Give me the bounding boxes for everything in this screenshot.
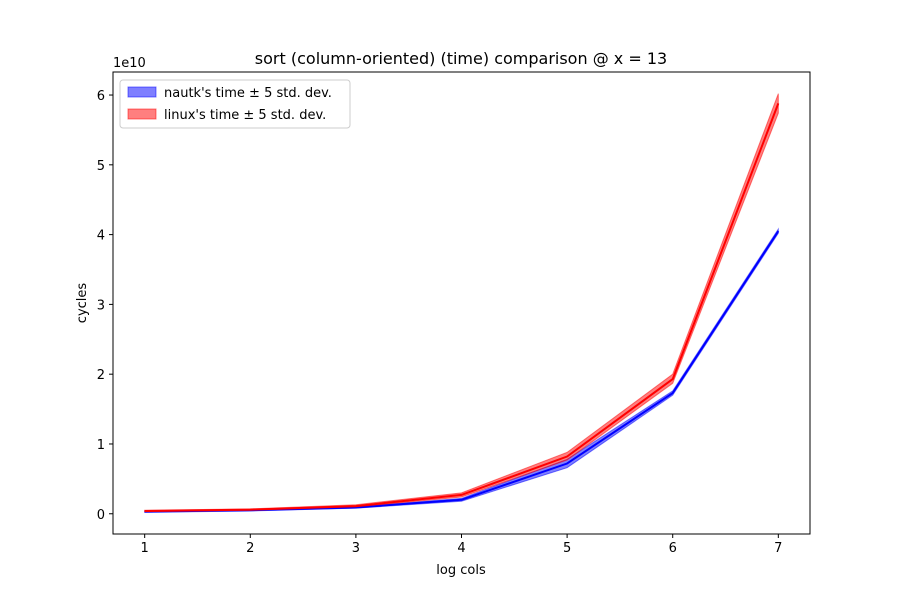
series-line — [144, 103, 780, 512]
legend-label: linux's time ± 5 std. dev. — [164, 108, 326, 123]
axes-frame — [112, 71, 811, 535]
y-tick-label: 6 — [97, 89, 105, 104]
x-tick-label: 3 — [352, 541, 360, 556]
y-tick-label: 1 — [97, 438, 105, 453]
x-tick-label: 1 — [141, 541, 149, 556]
y-tick-label: 0 — [97, 508, 105, 523]
y-tick-label: 2 — [97, 368, 105, 383]
legend-swatch — [127, 108, 157, 120]
y-tick-label: 5 — [97, 159, 105, 174]
legend-box — [119, 79, 351, 129]
chart-title: sort (column-oriented) (time) comparison… — [255, 49, 667, 68]
offset-text: 1e10 — [113, 56, 146, 71]
y-tick-label: 4 — [97, 229, 105, 244]
x-tick-label: 5 — [563, 541, 571, 556]
x-tick-label: 6 — [669, 541, 677, 556]
legend-swatch — [127, 86, 157, 98]
y-tick-label: 3 — [97, 298, 105, 313]
x-tick-label: 7 — [774, 541, 782, 556]
x-tick-label: 2 — [246, 541, 254, 556]
x-tick-label: 4 — [457, 541, 465, 556]
x-axis-label: log cols — [436, 563, 486, 578]
legend-label: nautk's time ± 5 std. dev. — [164, 86, 332, 101]
y-axis-label: cycles — [75, 283, 90, 324]
